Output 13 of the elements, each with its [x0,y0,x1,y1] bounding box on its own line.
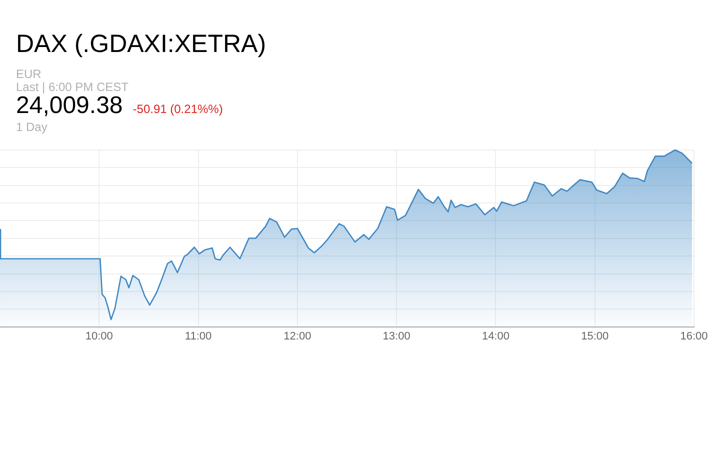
text: 24,009.38 [16,92,123,119]
x-tick-label: 11:00 [184,330,212,342]
chart-title: DAX (.GDAXI:XETRA) [16,30,266,59]
text: 1 Day [16,120,48,134]
x-tick-label: 13:00 [382,330,410,342]
text: Last | 6:00 PM CEST [16,80,130,94]
x-tick-label: 16:00 [680,330,708,342]
x-tick-label: 14:00 [482,330,510,342]
x-tick-label: 10:00 [85,330,113,342]
text: -50.91 (0.21%%) [132,101,223,118]
x-tick-label: 12:00 [284,330,312,342]
chart-subtitle: EUR [16,67,42,81]
x-tick-label: 15:00 [581,330,609,342]
